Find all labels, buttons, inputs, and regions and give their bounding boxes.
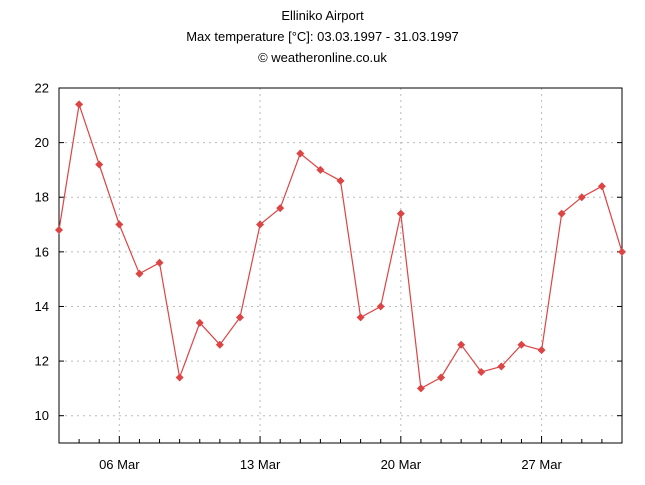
data-point: [55, 226, 63, 234]
data-point: [115, 220, 124, 229]
data-point: [437, 373, 446, 382]
data-point: [296, 149, 305, 158]
y-tick-label: 12: [35, 354, 49, 369]
y-tick-label: 14: [35, 299, 49, 314]
data-point: [537, 346, 546, 355]
data-point: [497, 362, 506, 371]
data-point: [316, 165, 325, 174]
data-point: [336, 176, 345, 185]
data-point: [517, 340, 526, 349]
data-point: [256, 220, 265, 229]
data-point: [557, 209, 566, 218]
data-point: [416, 384, 425, 393]
data-point: [135, 269, 144, 278]
y-tick-label: 22: [35, 81, 49, 96]
plot-frame: [58, 87, 623, 444]
data-point: [276, 204, 285, 213]
y-tick-label: 16: [35, 244, 49, 259]
y-tick-label: 10: [35, 408, 49, 423]
data-point: [457, 340, 466, 349]
x-tick-label: 27 Mar: [521, 457, 562, 472]
data-point: [396, 209, 405, 218]
data-point: [376, 302, 385, 311]
data-point: [235, 313, 244, 322]
data-point: [155, 258, 164, 267]
x-tick-label: 20 Mar: [381, 457, 422, 472]
data-point: [195, 318, 204, 327]
chart-subtitle: Max temperature [°C]: 03.03.1997 - 31.03…: [186, 29, 459, 44]
data-point: [597, 182, 606, 191]
data-point: [618, 247, 626, 256]
data-point: [175, 373, 184, 382]
x-tick-label: 06 Mar: [99, 457, 140, 472]
chart-credit: © weatheronline.co.uk: [258, 50, 387, 65]
data-point: [577, 193, 586, 202]
data-point: [477, 368, 486, 376]
data-point: [95, 160, 104, 169]
chart-title: Elliniko Airport: [281, 8, 364, 23]
y-tick-label: 18: [35, 190, 49, 205]
data-point: [356, 313, 365, 322]
series-line: [58, 104, 623, 390]
data-point: [75, 100, 84, 109]
y-tick-label: 20: [35, 135, 49, 150]
x-tick-label: 13 Mar: [240, 457, 281, 472]
data-point: [215, 340, 224, 349]
